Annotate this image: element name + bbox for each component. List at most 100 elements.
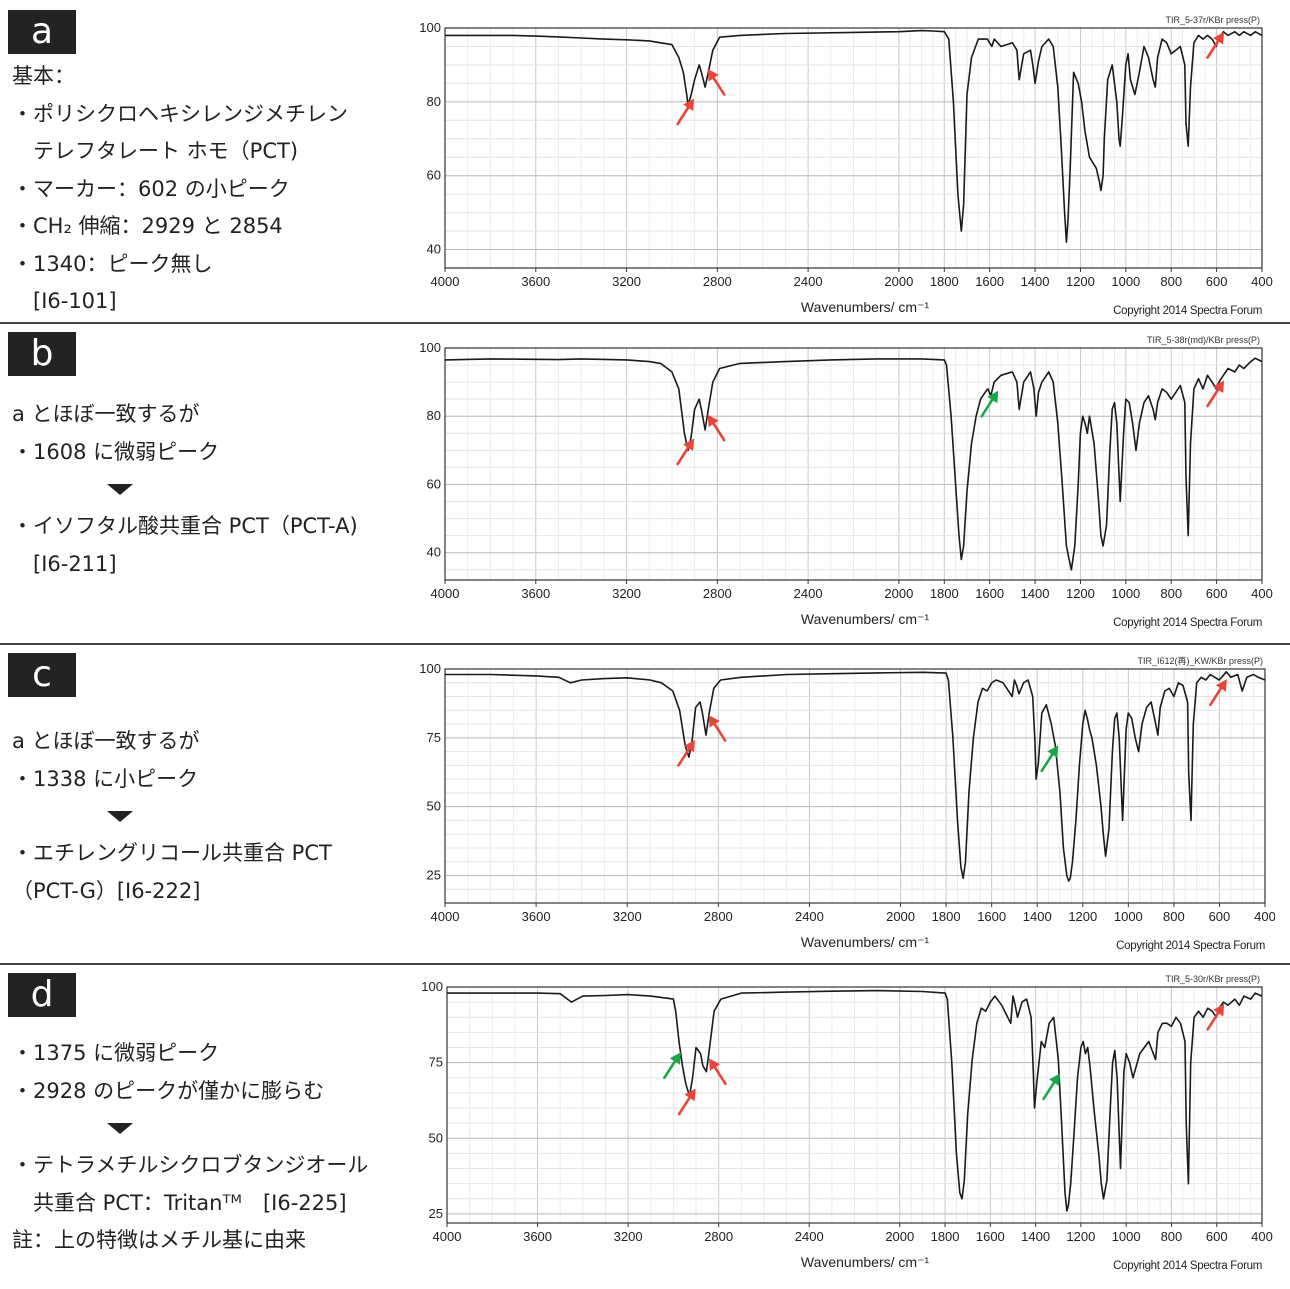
y-tick-label: 80 bbox=[427, 408, 441, 423]
red-annotation-arrow-icon bbox=[1206, 32, 1225, 59]
panel-divider bbox=[0, 322, 1290, 324]
x-tick-label: 1400 bbox=[1023, 909, 1052, 924]
ir-spectrum-chart: TIR_5-30r/KBr press(P) 4000 3600 3200 2800 24… bbox=[421, 974, 1273, 1272]
note-line: ・CH₂ 伸縮：2929 と 2854 bbox=[12, 214, 283, 238]
note-line: a とほぼ一致するが bbox=[12, 402, 200, 426]
x-tick-label: 2800 bbox=[704, 909, 733, 924]
y-tick-label: 75 bbox=[429, 1055, 443, 1070]
spectrum-line bbox=[444, 357, 1263, 571]
note-line: ・エチレングリコール共重合 PCT bbox=[12, 841, 332, 865]
ir-spectrum-chart: TIR_5-37r/KBr press(P) 4000 3600 3200 2800 24… bbox=[419, 15, 1273, 317]
panel-c: c a とほぼ一致するが ・1338 に小ピーク ・エチレングリコール共重合 PCT （… bbox=[0, 643, 1290, 963]
x-tick-label: 4000 bbox=[433, 1229, 462, 1244]
plot-frame bbox=[446, 986, 1263, 1224]
panel-notes: a とほぼ一致するが ・1608 に微弱ピーク・イソフタル酸共重合 PCT（PCT… bbox=[12, 396, 358, 583]
x-tick-label: 2800 bbox=[703, 586, 732, 601]
note-line: ・ポリシクロヘキシレンジメチレン bbox=[12, 101, 348, 126]
y-tick-label: 25 bbox=[427, 867, 441, 882]
x-tick-label: 2400 bbox=[795, 1229, 824, 1244]
x-tick-label: 1600 bbox=[977, 909, 1006, 924]
red-annotation-arrow-icon bbox=[676, 438, 695, 466]
y-tick-label: 60 bbox=[427, 476, 441, 491]
green-annotation-arrow-icon bbox=[663, 1052, 681, 1080]
x-tick-label: 600 bbox=[1209, 909, 1231, 924]
copyright-note: Copyright 2014 Spectra Forum bbox=[1113, 305, 1262, 317]
note-line: a とほぼ一致するが bbox=[12, 729, 200, 753]
spectrum-line bbox=[445, 670, 1266, 882]
note-line: [I6-211] bbox=[12, 551, 117, 576]
y-tick-label: 80 bbox=[427, 94, 441, 109]
x-tick-label: 3600 bbox=[523, 1229, 552, 1244]
y-tick-label: 50 bbox=[429, 1130, 443, 1145]
note-line: ・マーカー：602 の小ピーク bbox=[12, 176, 290, 201]
x-tick-label: 1200 bbox=[1066, 586, 1095, 601]
panel-b: b a とほぼ一致するが ・1608 に微弱ピーク・イソフタル酸共重合 PCT（PC… bbox=[0, 322, 1290, 643]
x-axis-label: Wavenumbers/ cm⁻¹ bbox=[801, 299, 930, 315]
ir-spectrum-chart: TIR_5-38r(md)/KBr press(P) 4000 3600 3200 28… bbox=[419, 335, 1273, 629]
file-label: TIR_I612(再)_KW/KBr press(P) bbox=[1137, 656, 1263, 666]
x-tick-label: 600 bbox=[1206, 274, 1228, 289]
red-annotation-arrow-icon bbox=[707, 68, 726, 96]
x-tick-label: 3200 bbox=[612, 586, 641, 601]
x-axis-label: Wavenumbers/ cm⁻¹ bbox=[801, 934, 930, 950]
panel-label: a bbox=[8, 10, 76, 54]
down-arrow-icon bbox=[107, 484, 133, 495]
spectrum-line bbox=[447, 989, 1263, 1212]
grid bbox=[446, 986, 1263, 1223]
panel-a: a 基本： ・ポリシクロヘキシレンジメチレン テレフタレート ホモ（PCT) ・マーカ… bbox=[0, 0, 1290, 322]
x-axis-label: Wavenumbers/ cm⁻¹ bbox=[801, 611, 930, 627]
x-tick-label: 2000 bbox=[886, 909, 915, 924]
x-tick-label: 1600 bbox=[975, 274, 1004, 289]
red-annotation-arrow-icon bbox=[1209, 679, 1227, 707]
panel-notes: 基本： ・ポリシクロヘキシレンジメチレン テレフタレート ホモ（PCT) ・マーカー… bbox=[12, 58, 348, 321]
grid bbox=[444, 347, 1263, 580]
grid bbox=[444, 668, 1266, 904]
note-line: ・1608 に微弱ピーク bbox=[12, 439, 220, 464]
red-annotation-arrow-icon bbox=[1206, 380, 1225, 408]
x-tick-label: 2800 bbox=[703, 274, 732, 289]
x-tick-label: 3200 bbox=[612, 274, 641, 289]
x-tick-label: 800 bbox=[1160, 274, 1182, 289]
x-tick-label: 800 bbox=[1163, 909, 1185, 924]
x-tick-label: 1400 bbox=[1021, 1229, 1050, 1244]
note-line: ・イソフタル酸共重合 PCT（PCT-A) bbox=[12, 514, 358, 538]
copyright-note: Copyright 2014 Spectra Forum bbox=[1113, 617, 1262, 629]
x-tick-label: 1800 bbox=[930, 274, 959, 289]
note-line: 基本： bbox=[12, 64, 75, 88]
plot-frame bbox=[444, 668, 1266, 904]
x-tick-label: 400 bbox=[1254, 909, 1275, 924]
y-tick-label: 40 bbox=[427, 545, 441, 560]
red-annotation-arrow-icon bbox=[676, 98, 695, 126]
panel-divider bbox=[0, 643, 1290, 645]
panel-label: b bbox=[8, 332, 76, 376]
panel-divider bbox=[0, 963, 1290, 965]
red-annotation-arrow-icon bbox=[1206, 1003, 1225, 1031]
down-arrow-icon bbox=[107, 1123, 133, 1134]
x-tick-label: 600 bbox=[1206, 586, 1228, 601]
x-tick-label: 400 bbox=[1251, 1229, 1273, 1244]
x-tick-label: 1000 bbox=[1111, 274, 1140, 289]
red-annotation-arrow-icon bbox=[708, 715, 727, 742]
grid bbox=[444, 27, 1263, 269]
x-axis-label: Wavenumbers/ cm⁻¹ bbox=[801, 1254, 930, 1270]
x-tick-label: 400 bbox=[1251, 274, 1273, 289]
green-annotation-arrow-icon bbox=[980, 390, 999, 418]
note-line: ・テトラメチルシクロブタンジオール bbox=[12, 1153, 369, 1177]
x-tick-label: 3600 bbox=[521, 274, 550, 289]
green-annotation-arrow-icon bbox=[1042, 1073, 1061, 1101]
red-annotation-arrow-icon bbox=[677, 739, 695, 767]
y-tick-label: 40 bbox=[427, 242, 441, 257]
copyright-note: Copyright 2014 Spectra Forum bbox=[1116, 940, 1265, 952]
file-label: TIR_5-37r/KBr press(P) bbox=[1165, 15, 1260, 25]
x-tick-label: 1800 bbox=[930, 586, 959, 601]
x-tick-label: 800 bbox=[1160, 586, 1182, 601]
x-tick-label: 1000 bbox=[1114, 909, 1143, 924]
red-annotation-arrow-icon bbox=[708, 1058, 727, 1086]
x-tick-label: 3600 bbox=[521, 586, 550, 601]
note-line: 註：上の特徴はメチル基に由来 bbox=[12, 1228, 306, 1252]
x-tick-label: 4000 bbox=[431, 586, 460, 601]
panel-notes: ・1375 に微弱ピーク ・2928 のピークが僅かに膨らむ ・テトラメチルシクロブ… bbox=[12, 1035, 368, 1260]
plot-frame bbox=[444, 27, 1263, 269]
x-tick-label: 1000 bbox=[1111, 586, 1140, 601]
copyright-note: Copyright 2014 Spectra Forum bbox=[1113, 1260, 1262, 1272]
